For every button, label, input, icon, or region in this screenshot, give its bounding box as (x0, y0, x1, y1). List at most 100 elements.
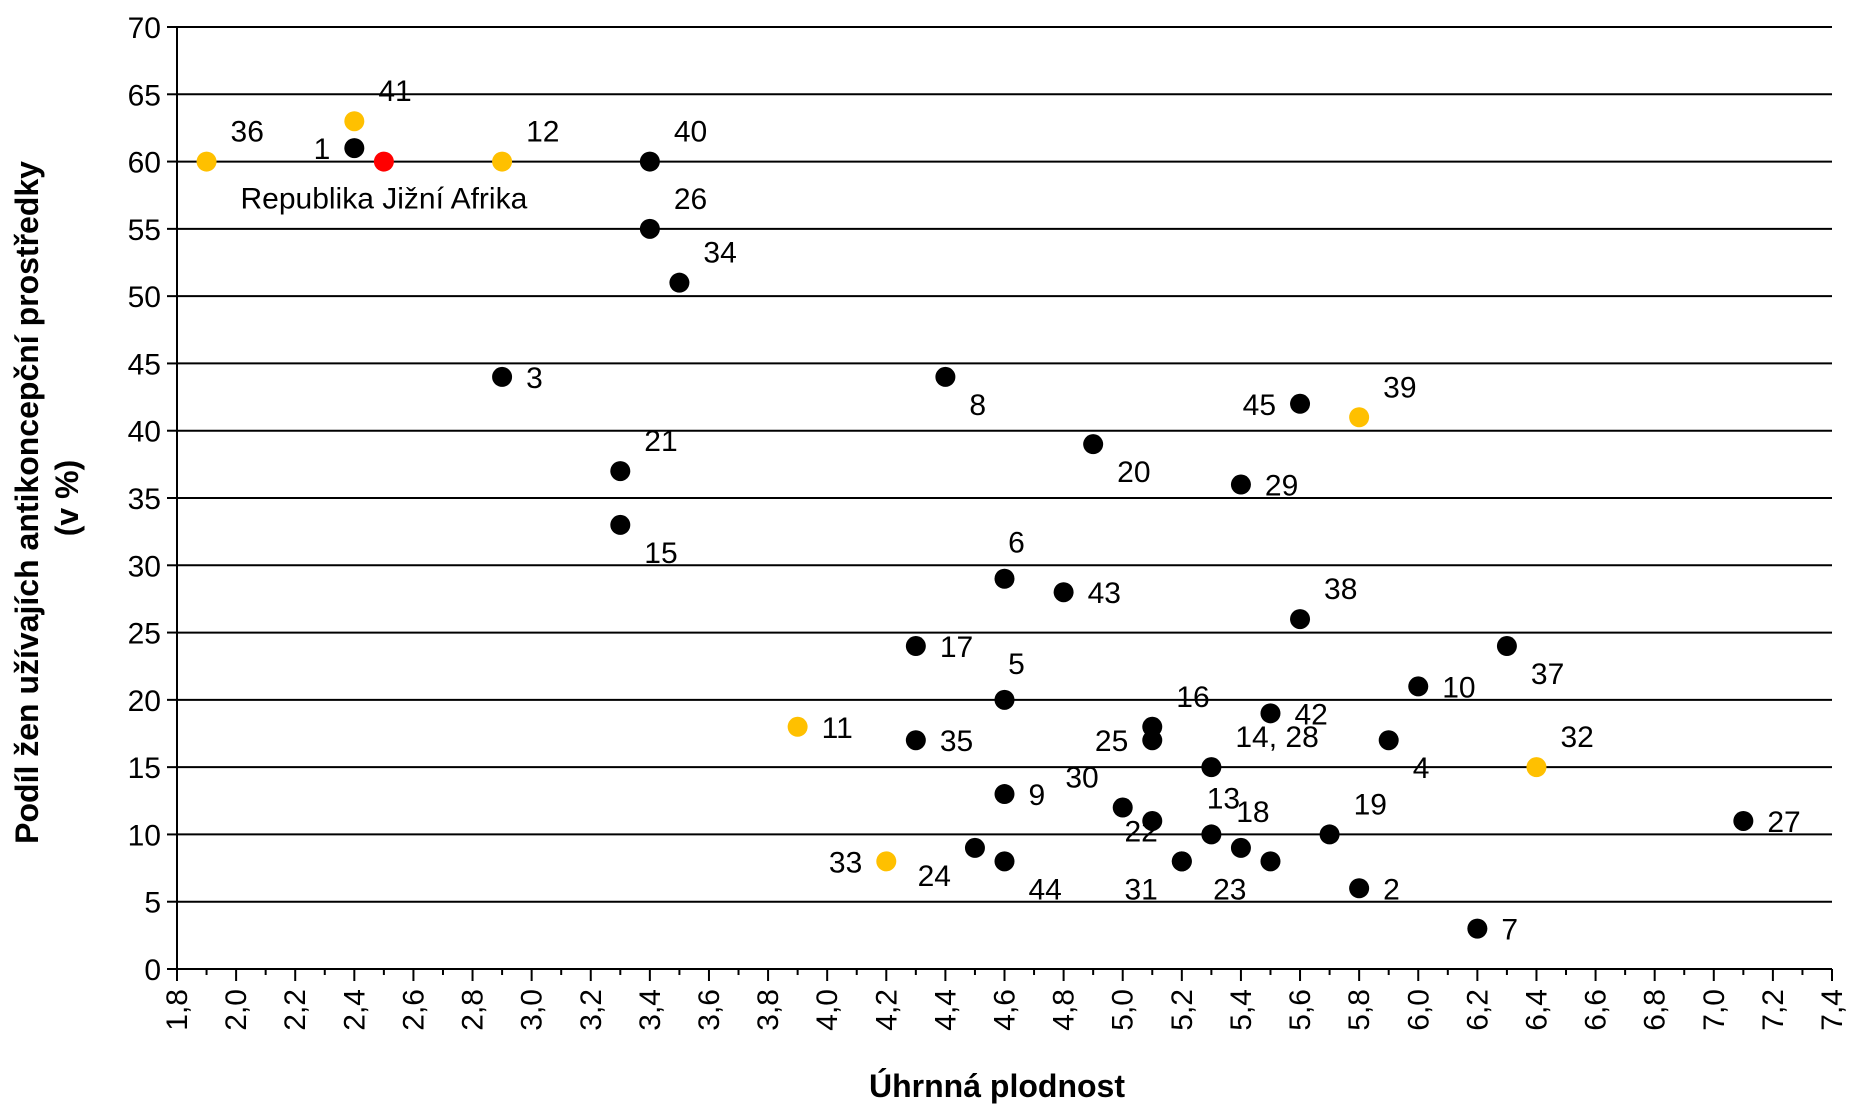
x-tick-label: 6,4 (1520, 989, 1553, 1031)
point-label: 23 (1213, 873, 1246, 906)
data-point (1496, 636, 1517, 657)
point-label: 30 (1065, 762, 1098, 795)
data-point (994, 568, 1015, 589)
x-tick-label: 7,2 (1757, 989, 1790, 1031)
point-label: 2 (1383, 873, 1400, 906)
data-point (994, 851, 1015, 872)
x-tick-label: 4,2 (870, 989, 903, 1031)
y-tick-label: 20 (128, 685, 161, 718)
y-axis-title-line2: (v %) (49, 460, 85, 536)
point-label: 33 (829, 846, 862, 879)
data-point (905, 730, 926, 751)
data-points (196, 111, 1754, 939)
data-point (1230, 837, 1251, 858)
x-tick-label: 3,0 (516, 989, 549, 1031)
data-point (1290, 393, 1311, 414)
point-label: 9 (1029, 779, 1046, 812)
data-point (1733, 810, 1754, 831)
data-point (1053, 582, 1074, 603)
point-label: 35 (940, 725, 973, 758)
point-label: 43 (1088, 577, 1121, 610)
x-tick-label: 3,8 (752, 989, 785, 1031)
data-point (1142, 810, 1163, 831)
point-label: 31 (1124, 873, 1157, 906)
x-tick-label: 4,4 (929, 989, 962, 1031)
point-label: 15 (644, 537, 677, 570)
data-point (1349, 407, 1370, 428)
y-axis-title: Podíl žen užívajích antikoncepční prostř… (9, 152, 85, 844)
point-label: 44 (1029, 873, 1062, 906)
data-point (610, 514, 631, 535)
x-tick-label: 4,8 (1048, 989, 1081, 1031)
x-tick-label: 3,6 (693, 989, 726, 1031)
y-tick-label: 40 (128, 416, 161, 449)
point-label: 36 (231, 116, 264, 149)
point-label: 38 (1324, 573, 1357, 606)
point-label: 42 (1294, 698, 1327, 731)
data-point (1083, 434, 1104, 455)
data-point (610, 461, 631, 482)
point-label: 5 (1008, 648, 1025, 681)
y-tick-label: 35 (128, 483, 161, 516)
y-tick-label: 50 (128, 281, 161, 314)
data-point (344, 138, 365, 159)
x-tick-label: 1,8 (161, 989, 194, 1031)
x-tick-label: 2,0 (220, 989, 253, 1031)
x-tick-label: 2,2 (279, 989, 312, 1031)
point-label: 26 (674, 183, 707, 216)
point-label: 29 (1265, 470, 1298, 503)
point-label: 17 (940, 631, 973, 664)
data-point (1230, 474, 1251, 495)
point-label: 34 (703, 237, 736, 270)
point-label: 11 (822, 712, 853, 745)
data-point (344, 111, 365, 132)
point-label: 27 (1767, 806, 1800, 839)
x-tick-label: 6,0 (1402, 989, 1435, 1031)
data-point (1112, 797, 1133, 818)
data-point (1142, 730, 1163, 751)
data-point (994, 689, 1015, 710)
data-point (1378, 730, 1399, 751)
point-label: 22 (1124, 815, 1157, 848)
data-point (935, 366, 956, 387)
data-point (1171, 851, 1192, 872)
y-tick-label: 0 (144, 954, 161, 987)
x-tick-label: 4,0 (811, 989, 844, 1031)
point-label: 24 (918, 860, 951, 893)
point-label: 18 (1236, 796, 1269, 829)
x-tick-labels: 1,8 2,0 2,2 2,4 2,6 2,8 3,0 3,2 3,4 3,6 3,8 4,0 4,2 4… (161, 989, 1849, 1031)
y-tick-label: 65 (128, 79, 161, 112)
data-point (1201, 824, 1222, 845)
x-axis-title: Úhrnná plodnost (869, 1068, 1125, 1104)
point-label: 13 (1207, 782, 1240, 815)
point-label: 14, 28 (1235, 721, 1318, 754)
y-tick-label: 55 (128, 214, 161, 247)
y-tick-label: 5 (144, 887, 161, 920)
data-point (1260, 851, 1281, 872)
y-tick-label: 60 (128, 147, 161, 180)
gridlines (177, 26, 1832, 970)
point-label: 6 (1008, 527, 1025, 560)
x-tick-label: 5,0 (1107, 989, 1140, 1031)
data-point (492, 151, 513, 172)
point-label: Republika Jižní Afrika (240, 183, 527, 216)
x-tick-label: 6,6 (1580, 989, 1613, 1031)
y-tick-label: 45 (128, 348, 161, 381)
x-tick-label: 6,8 (1639, 989, 1672, 1031)
x-tick-label: 7,0 (1698, 989, 1731, 1031)
point-label: 39 (1383, 371, 1416, 404)
data-point (639, 218, 660, 239)
point-label: 12 (526, 116, 559, 149)
point-label: 45 (1243, 389, 1276, 422)
x-tick-label: 2,4 (338, 989, 371, 1031)
data-point (639, 151, 660, 172)
data-point (1319, 824, 1340, 845)
data-point (1290, 609, 1311, 630)
point-label: 16 (1176, 681, 1209, 714)
point-label: 37 (1531, 658, 1564, 691)
data-point (964, 837, 985, 858)
x-tick-label: 5,8 (1343, 989, 1376, 1031)
axes (167, 26, 1833, 981)
